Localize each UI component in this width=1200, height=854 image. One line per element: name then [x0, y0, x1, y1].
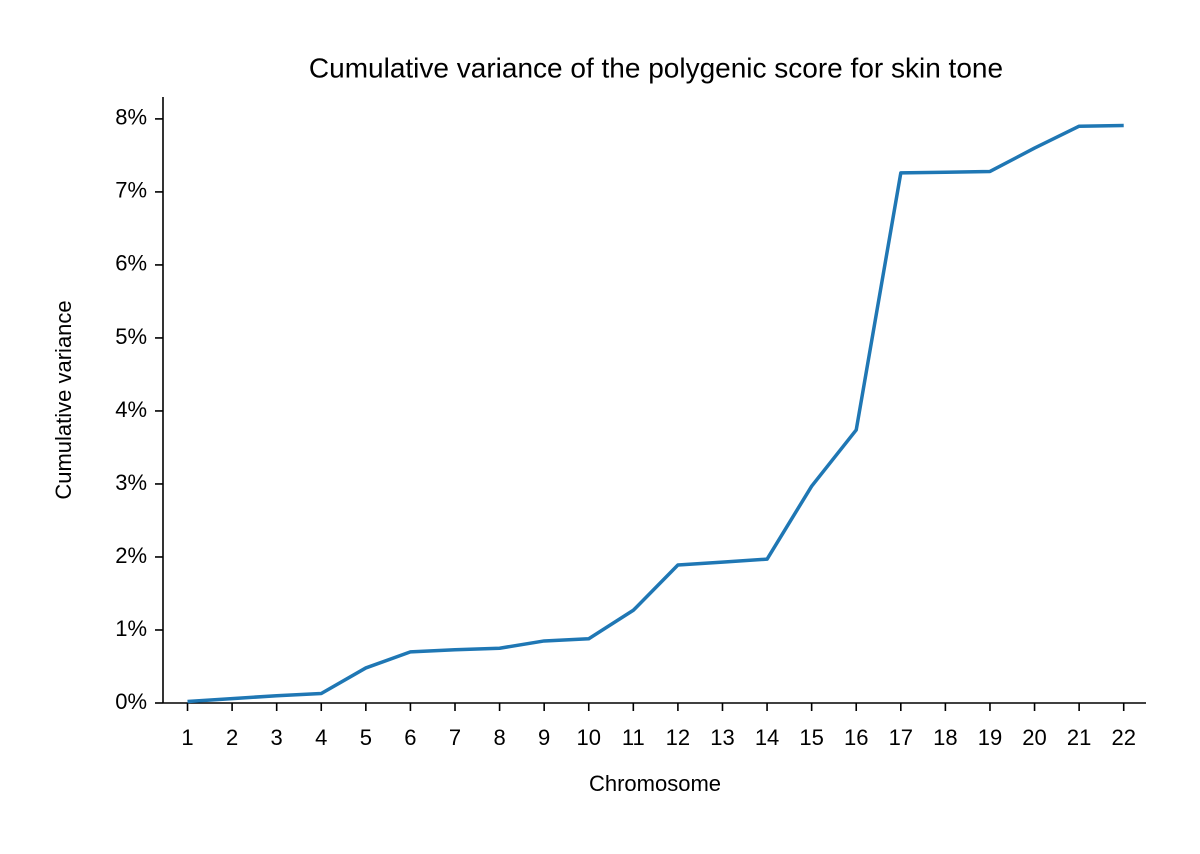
- x-tick-label: 19: [978, 725, 1002, 750]
- y-tick-label: 3%: [115, 470, 147, 495]
- y-axis-label: Cumulative variance: [51, 300, 76, 499]
- x-tick-label: 15: [799, 725, 823, 750]
- y-tick-label: 0%: [115, 689, 147, 714]
- y-tick-label: 7%: [115, 178, 147, 203]
- x-tick-label: 13: [710, 725, 734, 750]
- x-tick-label: 12: [666, 725, 690, 750]
- y-tick-label: 8%: [115, 105, 147, 130]
- x-axis-label: Chromosome: [589, 771, 721, 796]
- y-tick-label: 6%: [115, 251, 147, 276]
- y-tick-label: 4%: [115, 397, 147, 422]
- x-tick-label: 5: [360, 725, 372, 750]
- x-tick-label: 4: [315, 725, 327, 750]
- x-tick-label: 1: [181, 725, 193, 750]
- data-line: [187, 123, 1124, 704]
- x-tick-label: 20: [1022, 725, 1046, 750]
- chart-title: Cumulative variance of the polygenic sco…: [309, 52, 1003, 83]
- x-tick-label: 6: [404, 725, 416, 750]
- x-tick-label: 8: [493, 725, 505, 750]
- x-tick-label: 22: [1111, 725, 1135, 750]
- x-tick-label: 2: [226, 725, 238, 750]
- x-tick-label: 16: [844, 725, 868, 750]
- y-tick-label: 1%: [115, 616, 147, 641]
- x-tick-label: 9: [538, 725, 550, 750]
- y-tick-label: 5%: [115, 324, 147, 349]
- x-tick-label: 10: [577, 725, 601, 750]
- x-tick-label: 3: [271, 725, 283, 750]
- x-tick-label: 11: [622, 725, 645, 750]
- x-tick-label: 18: [933, 725, 957, 750]
- x-tick-label: 7: [449, 725, 461, 750]
- x-tick-label: 14: [755, 725, 779, 750]
- x-tick-label: 21: [1067, 725, 1091, 750]
- x-tick-label: 17: [889, 725, 913, 750]
- y-tick-label: 2%: [115, 543, 147, 568]
